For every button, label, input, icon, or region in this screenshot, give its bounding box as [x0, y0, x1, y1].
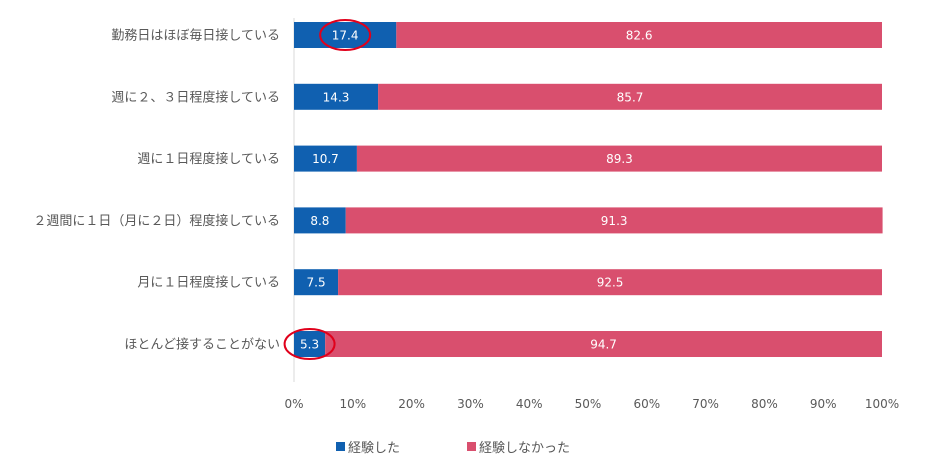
- chart: 17.4 82.6 14.3 85.7 10.7 89.3 8.8 91.3 7.5 92.5 5.…: [33, 18, 899, 411]
- x-tick-label: 30%: [457, 397, 484, 411]
- legend-swatch-not-experienced: [467, 442, 476, 451]
- category-label: ２週間に１日（月に２日）程度接している: [33, 213, 280, 229]
- legend-item-experienced: 経験した: [336, 437, 400, 456]
- value-label: 17.4: [332, 29, 359, 43]
- bar-not-experienced: [396, 22, 882, 48]
- value-label: 10.7: [312, 152, 339, 166]
- legend-label-not-experienced: 経験しなかった: [479, 441, 571, 456]
- x-tick-label: 10%: [339, 397, 366, 411]
- x-tick-label: 0%: [284, 397, 303, 411]
- value-label: 7.5: [307, 276, 326, 290]
- x-tick-label: 40%: [516, 397, 543, 411]
- bar-not-experienced: [338, 269, 883, 296]
- bar-experienced: [294, 22, 397, 48]
- value-label: 91.3: [601, 214, 628, 228]
- x-tick-label: 50%: [575, 397, 602, 411]
- x-tick-label: 80%: [751, 397, 778, 411]
- category-label: 週に２、３日程度接している: [111, 89, 280, 105]
- value-label: 8.8: [310, 214, 329, 228]
- highlight-circle: [319, 19, 372, 51]
- highlight-circle: [283, 328, 336, 360]
- value-label: 82.6: [626, 29, 653, 43]
- bar-experienced: [294, 331, 326, 357]
- x-tick-label: 70%: [692, 397, 719, 411]
- category-label: 週に１日程度接している: [137, 151, 280, 167]
- bar-not-experienced: [378, 83, 882, 110]
- legend: 経験した 経験しなかった: [0, 437, 935, 456]
- legend-label-experienced: 経験した: [348, 441, 401, 456]
- bar-not-experienced: [356, 145, 882, 172]
- bar-experienced: [294, 207, 346, 234]
- value-label: 89.3: [606, 152, 633, 166]
- legend-item-not-experienced: 経験しなかった: [467, 437, 570, 456]
- category-label: 勤務日はほぼ毎日接している: [111, 28, 280, 44]
- value-label: 85.7: [617, 90, 644, 104]
- category-label: 月に１日程度接している: [137, 275, 280, 291]
- legend-swatch-experienced: [336, 442, 345, 451]
- bar-experienced: [294, 145, 357, 172]
- bar-experienced: [294, 83, 379, 110]
- value-label: 5.3: [300, 338, 319, 352]
- bar-experienced: [294, 269, 339, 296]
- bar-not-experienced: [325, 331, 882, 357]
- category-label: ほとんど接することがない: [124, 337, 280, 353]
- x-tick-label: 90%: [810, 397, 837, 411]
- value-label: 94.7: [590, 338, 617, 352]
- bar-not-experienced: [345, 207, 883, 234]
- x-tick-label: 60%: [633, 397, 660, 411]
- x-tick-label: 20%: [398, 397, 425, 411]
- x-tick-label: 100%: [865, 397, 899, 411]
- value-label: 92.5: [597, 276, 624, 290]
- value-label: 14.3: [323, 90, 350, 104]
